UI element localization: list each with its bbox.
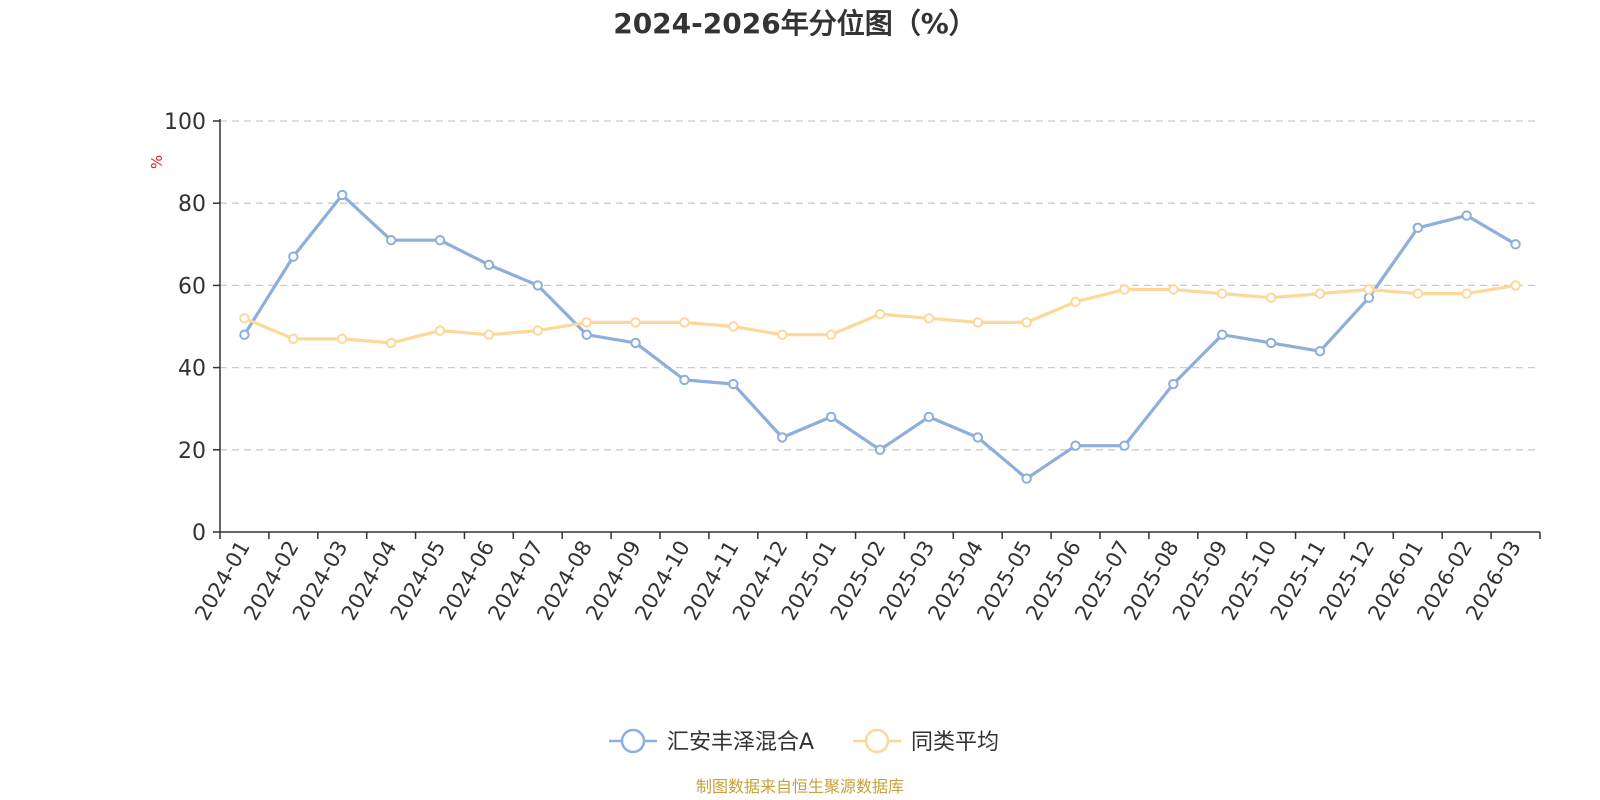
- data-point[interactable]: [825, 411, 837, 423]
- data-point[interactable]: [1363, 292, 1375, 303]
- data-point[interactable]: [434, 234, 446, 246]
- data-point[interactable]: [581, 317, 592, 328]
- y-tick-label: 0: [192, 521, 206, 546]
- data-point[interactable]: [239, 313, 250, 324]
- data-point[interactable]: [337, 333, 348, 345]
- y-tick-label: 40: [178, 357, 206, 382]
- legend-circle-icon: [620, 728, 646, 754]
- legend-circle-icon: [864, 728, 890, 754]
- data-point[interactable]: [679, 374, 690, 386]
- data-point[interactable]: [483, 259, 495, 271]
- data-point[interactable]: [1265, 337, 1277, 349]
- series-1: [239, 189, 1521, 484]
- data-point[interactable]: [337, 189, 348, 201]
- data-point[interactable]: [728, 321, 739, 332]
- data-point[interactable]: [288, 333, 299, 345]
- data-point[interactable]: [1217, 329, 1228, 340]
- data-point[interactable]: [1168, 378, 1179, 390]
- data-point[interactable]: [777, 432, 788, 443]
- data-point[interactable]: [288, 251, 299, 262]
- data-point[interactable]: [1412, 288, 1423, 299]
- legend-item-2[interactable]: 同类平均: [853, 728, 999, 755]
- data-point[interactable]: [385, 234, 397, 246]
- data-point[interactable]: [1363, 284, 1375, 295]
- series-2: [239, 280, 1521, 349]
- data-point[interactable]: [728, 378, 739, 390]
- data-point[interactable]: [1412, 222, 1423, 234]
- data-point[interactable]: [1119, 440, 1130, 451]
- data-point[interactable]: [385, 337, 397, 349]
- y-axis-unit-label: %: [148, 155, 166, 169]
- data-point[interactable]: [1217, 288, 1228, 299]
- data-point[interactable]: [1070, 296, 1081, 308]
- data-point[interactable]: [630, 337, 641, 349]
- data-point[interactable]: [1168, 284, 1179, 295]
- series-layer: [239, 189, 1521, 484]
- y-tick-label: 100: [164, 110, 206, 135]
- data-point[interactable]: [825, 329, 837, 340]
- legend[interactable]: 汇安丰泽混合A 同类平均: [609, 728, 999, 755]
- data-point[interactable]: [874, 444, 886, 455]
- y-tick-label: 80: [178, 192, 206, 217]
- data-point[interactable]: [1021, 317, 1032, 328]
- data-point[interactable]: [1510, 239, 1521, 250]
- data-point[interactable]: [1314, 345, 1326, 357]
- data-point[interactable]: [483, 329, 495, 340]
- data-point[interactable]: [972, 317, 983, 328]
- data-point[interactable]: [532, 325, 543, 336]
- y-tick-label: 20: [178, 439, 206, 464]
- data-point[interactable]: [1021, 473, 1032, 484]
- data-point[interactable]: [532, 280, 543, 291]
- y-tick-label: 60: [178, 274, 206, 299]
- legend-item-1[interactable]: 汇安丰泽混合A: [609, 728, 814, 755]
- legend-label: 同类平均: [911, 730, 999, 755]
- data-point[interactable]: [923, 411, 935, 423]
- data-point[interactable]: [777, 329, 788, 340]
- data-source-note: 制图数据来自恒生聚源数据库: [696, 777, 904, 796]
- data-point[interactable]: [1461, 210, 1472, 221]
- data-point[interactable]: [630, 317, 641, 328]
- legend-label: 汇安丰泽混合A: [667, 730, 814, 755]
- data-point[interactable]: [1265, 292, 1277, 303]
- data-point[interactable]: [1461, 288, 1472, 299]
- data-point[interactable]: [239, 329, 250, 340]
- grid-layer: [220, 120, 1540, 451]
- series-line-1: [242, 193, 1518, 481]
- chart-title: 2024-2026年分位图（%）: [613, 7, 977, 40]
- data-point[interactable]: [1314, 288, 1326, 299]
- data-point[interactable]: [581, 329, 592, 340]
- data-point[interactable]: [972, 432, 983, 443]
- data-point[interactable]: [923, 313, 935, 324]
- data-point[interactable]: [1119, 284, 1130, 295]
- data-point[interactable]: [679, 317, 690, 328]
- data-point[interactable]: [874, 308, 886, 320]
- data-point[interactable]: [1070, 440, 1081, 451]
- data-point[interactable]: [434, 325, 446, 336]
- data-point[interactable]: [1510, 280, 1521, 291]
